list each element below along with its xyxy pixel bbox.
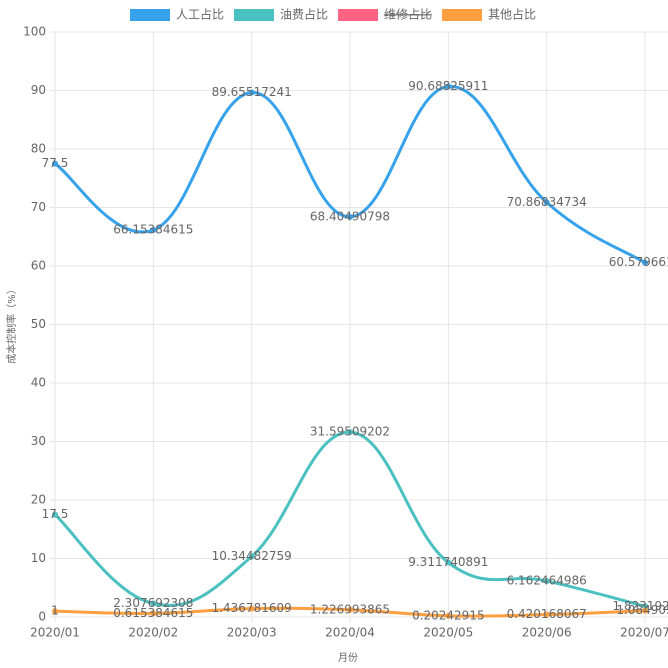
- legend-item[interactable]: 油费占比: [234, 7, 328, 22]
- data-label: 1.436781609: [212, 601, 292, 615]
- y-tick-label: 60: [31, 259, 46, 273]
- data-label: 0.420168067: [507, 607, 587, 621]
- point: [642, 259, 648, 266]
- point: [347, 213, 353, 220]
- point: [248, 89, 255, 96]
- point: [52, 608, 58, 615]
- y-tick-label: 70: [31, 200, 46, 214]
- data-label: 6.162464986: [507, 573, 587, 587]
- data-label: 0.615384615: [113, 606, 193, 620]
- data-label: 0.20242915: [412, 608, 485, 622]
- data-label: 9.311740891: [408, 555, 488, 569]
- point: [150, 600, 157, 607]
- legend-item[interactable]: 人工占比: [130, 7, 224, 22]
- point: [642, 607, 648, 614]
- point: [642, 603, 648, 610]
- legend-swatch: [234, 9, 275, 21]
- data-label: 77.5: [42, 156, 69, 170]
- legend-label: 维修占比: [384, 7, 432, 22]
- point: [347, 606, 353, 613]
- point: [543, 611, 550, 618]
- data-label: 10.34482759: [212, 549, 292, 563]
- point: [445, 83, 452, 90]
- legend-swatch: [130, 9, 170, 21]
- legend-item[interactable]: 其他占比: [442, 7, 536, 22]
- point: [543, 199, 550, 206]
- y-tick-label: 30: [31, 434, 46, 448]
- point: [445, 559, 452, 566]
- data-label: 17.5: [42, 507, 69, 521]
- data-label: 90.68825911: [408, 79, 488, 93]
- data-label: 66.15384615: [113, 223, 193, 237]
- point: [248, 553, 255, 560]
- legend-swatch: [338, 9, 379, 21]
- point: [543, 577, 550, 584]
- point: [248, 605, 255, 612]
- x-axis-label: 月份: [338, 652, 358, 664]
- point: [150, 610, 157, 617]
- x-tick-label: 2020/02: [128, 626, 178, 640]
- legend-label: 油费占比: [280, 7, 328, 22]
- data-label: 60.5796618: [609, 255, 668, 269]
- y-axis-label: 成本控制率（%）: [5, 284, 18, 364]
- x-tick-label: 2020/04: [325, 626, 375, 640]
- legend-label: 其他占比: [488, 7, 536, 22]
- data-label: 70.86834734: [507, 195, 587, 209]
- point: [52, 160, 58, 167]
- x-tick-label: 2020/05: [423, 626, 473, 640]
- y-tick-label: 20: [31, 493, 46, 507]
- x-tick-label: 2020/01: [30, 626, 80, 640]
- legend-label: 人工占比: [176, 7, 224, 22]
- y-tick-label: 100: [23, 25, 46, 39]
- point: [347, 429, 353, 436]
- x-tick-label: 2020/06: [522, 626, 572, 640]
- point: [150, 227, 157, 233]
- y-tick-label: 50: [31, 317, 46, 331]
- y-tick-label: 90: [31, 83, 46, 97]
- y-tick-label: 0: [38, 610, 46, 624]
- data-label: 1: [51, 604, 59, 618]
- data-label: 1.084905: [616, 603, 668, 617]
- data-label: 1.8231926: [613, 599, 668, 613]
- data-label: 68.40490798: [310, 209, 390, 223]
- legend-item[interactable]: 维修占比: [338, 7, 432, 22]
- x-tick-label: 2020/07: [620, 626, 668, 640]
- data-label: 89.65517241: [212, 85, 292, 99]
- x-tick-label: 2020/03: [227, 626, 277, 640]
- data-label: 2.307692308: [113, 596, 193, 610]
- y-tick-label: 40: [31, 376, 46, 390]
- point: [445, 612, 452, 619]
- data-label: 31.59509202: [310, 425, 390, 439]
- point: [52, 511, 58, 518]
- data-label: 1.226993865: [310, 602, 390, 616]
- y-tick-label: 80: [31, 142, 46, 156]
- y-tick-label: 10: [31, 551, 46, 565]
- legend-swatch: [442, 9, 483, 21]
